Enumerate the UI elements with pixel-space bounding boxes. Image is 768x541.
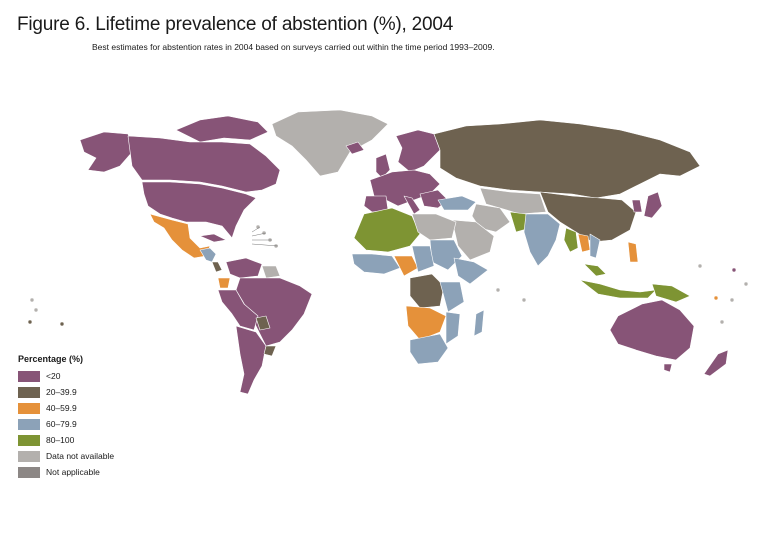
region-east-africa [439, 281, 465, 313]
region-central-asia [479, 187, 547, 215]
region-tasmania [663, 363, 673, 373]
region-ecuador [217, 277, 231, 289]
region-guianas [261, 265, 281, 279]
legend-item: 60–79.9 [18, 416, 114, 432]
island-dot [27, 319, 33, 325]
region-horn [453, 257, 489, 285]
region-malaysia [583, 263, 607, 277]
legend-item: <20 [18, 368, 114, 384]
legend-item: 40–59.9 [18, 400, 114, 416]
region-china [539, 191, 637, 243]
island-dot [697, 263, 703, 269]
island-dot [59, 321, 65, 327]
region-korea [631, 199, 643, 213]
legend-swatch [18, 434, 40, 446]
legend-label: 40–59.9 [46, 403, 77, 413]
region-australia [609, 299, 695, 361]
island-dot [521, 297, 527, 303]
region-angola-zambia [405, 305, 447, 341]
leader-line [251, 226, 261, 233]
island-dot [33, 307, 39, 313]
region-madagascar [473, 309, 485, 337]
region-southern-africa [409, 333, 449, 365]
region-central-america-2 [211, 261, 223, 273]
region-italy [403, 195, 421, 215]
legend-swatch [18, 402, 40, 414]
region-north-africa-west [353, 207, 421, 253]
region-central-america [199, 247, 217, 263]
legend-label: Data not available [46, 451, 115, 461]
region-arctic-islands [175, 115, 269, 143]
region-iran [471, 203, 511, 233]
legend-item: 20–39.9 [18, 384, 114, 400]
region-cuba [199, 233, 227, 243]
region-greenland [271, 109, 389, 177]
region-paraguay [255, 315, 271, 331]
region-drc [409, 273, 445, 309]
region-iceland [345, 141, 365, 155]
region-venezuela [225, 257, 263, 279]
legend-label: 20–39.9 [46, 387, 77, 397]
legend: Percentage (%) <20 20–39.9 40–59.9 60–79… [18, 354, 114, 480]
legend-swatch [18, 466, 40, 478]
legend-label: <20 [46, 371, 61, 381]
region-scandinavia [395, 129, 441, 173]
region-mozambique [445, 311, 461, 345]
region-canada [127, 135, 281, 193]
region-papua [651, 283, 691, 303]
region-peru-bolivia [217, 289, 259, 331]
legend-item: 80–100 [18, 432, 114, 448]
region-uruguay [263, 345, 277, 357]
region-india [523, 213, 561, 267]
region-thailand [577, 233, 591, 253]
legend-swatch [18, 418, 40, 430]
region-new-zealand [703, 349, 729, 377]
legend-item: Not applicable [18, 464, 114, 480]
region-japan [643, 191, 663, 219]
leader-line [251, 243, 279, 247]
region-chad-car [411, 245, 435, 273]
legend-label: Not applicable [46, 467, 100, 477]
region-usa [141, 181, 257, 239]
legend-title: Percentage (%) [18, 354, 84, 364]
island-dot [29, 297, 35, 303]
region-indonesia [579, 279, 657, 299]
island-dot [743, 281, 749, 287]
map-subtitle: Best estimates for abstention rates in 2… [92, 42, 495, 52]
legend-label: 80–100 [46, 435, 75, 445]
legend-swatch [18, 450, 40, 462]
island-dot [719, 319, 725, 325]
region-argentina-chile [235, 325, 267, 395]
legend-swatch [18, 386, 40, 398]
region-philippines [627, 241, 639, 263]
island-dot [495, 287, 501, 293]
leader-line [251, 232, 267, 237]
region-russia [433, 119, 701, 199]
island-dot [729, 297, 735, 303]
region-turkey [437, 195, 477, 211]
island-dot [713, 295, 719, 301]
legend-label: 60–79.9 [46, 419, 77, 429]
region-myanmar [563, 227, 579, 253]
region-west-africa [351, 253, 401, 275]
region-alaska [79, 131, 135, 173]
region-vietnam [589, 233, 601, 259]
map-title: Figure 6. Lifetime prevalence of abstent… [17, 14, 454, 35]
region-libya-egypt [411, 213, 457, 241]
legend-item: Data not available [18, 448, 114, 464]
legend-swatch [18, 370, 40, 382]
island-dot [731, 267, 737, 273]
region-arabia [451, 219, 495, 261]
